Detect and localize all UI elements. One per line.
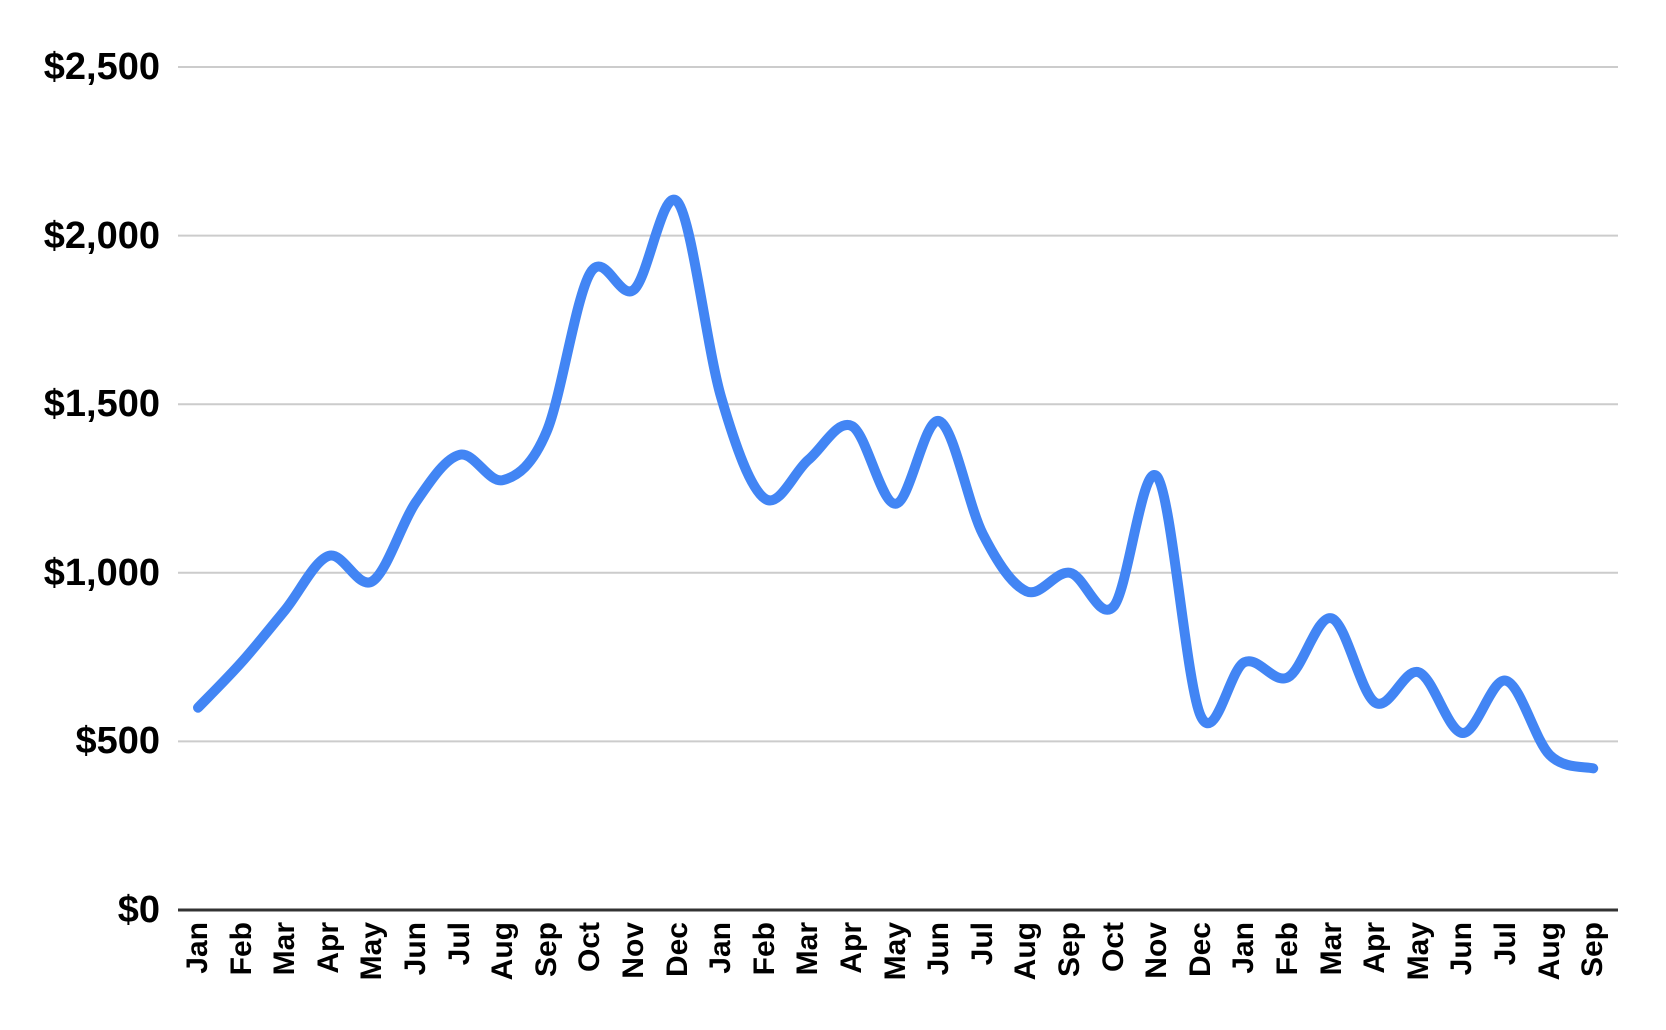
x-axis-tick-label: Jan [181,922,214,974]
x-axis-tick-label: Apr [1358,922,1392,974]
x-axis-tick-label: Sep [1053,922,1086,978]
x-axis-tick-label: Feb [1271,922,1304,976]
y-axis-tick-label: $2,500 [43,46,160,88]
y-axis-tick-label: $2,000 [43,214,160,257]
x-axis-tick-label: Oct [1096,922,1130,973]
x-axis-tick-label: Feb [747,922,781,976]
x-axis-tick-label: Jun [922,922,956,976]
x-axis-tick-label: Jun [1445,922,1479,976]
x-axis-tick-label: Dec [660,922,694,978]
x-axis-tick-label: Aug [1532,922,1566,981]
gridlines [178,66,1618,912]
y-axis-tick-label: $0 [117,889,160,931]
x-axis-tick-label: Mar [268,922,302,976]
x-axis-tick-label: May [1401,922,1435,981]
y-axis-tick-label: $1,500 [43,383,160,426]
x-axis-tick-label: Jul [442,922,476,966]
x-axis-tick-label: Aug [486,922,520,981]
x-axis-tick-label: Sep [529,922,563,978]
x-axis-tick-label: May [355,922,389,981]
x-axis-tick-label: Nov [1140,922,1174,979]
x-axis-tick-label: Feb [224,922,258,976]
x-axis-tick-label: Jul [1489,922,1522,966]
x-axis-tick-label: Jun [399,922,432,976]
x-axis-tick-label: Oct [573,922,607,973]
x-axis-tick-label: Mar [791,922,825,976]
x-axis-tick-label: Apr [835,922,868,974]
x-axis-tick-label: Aug [1009,922,1043,981]
y-axis-tick-label: $1,000 [43,551,160,594]
x-axis-tick-label: Mar [1314,922,1348,976]
x-axis-tick-label: Apr [311,922,345,974]
x-axis-tick-label: Dec [1183,922,1217,978]
x-axis-tick-label: Nov [617,922,650,979]
x-axis-tick-label: May [878,922,912,981]
x-axis-tick-label: Jan [1227,922,1261,974]
x-axis-tick-label: Jan [704,922,738,974]
x-axis-tick-label: Sep [1576,922,1610,978]
y-axis-tick-label: $500 [75,720,160,763]
x-axis-tick-label: Jul [965,922,999,966]
series-line [193,194,1599,774]
